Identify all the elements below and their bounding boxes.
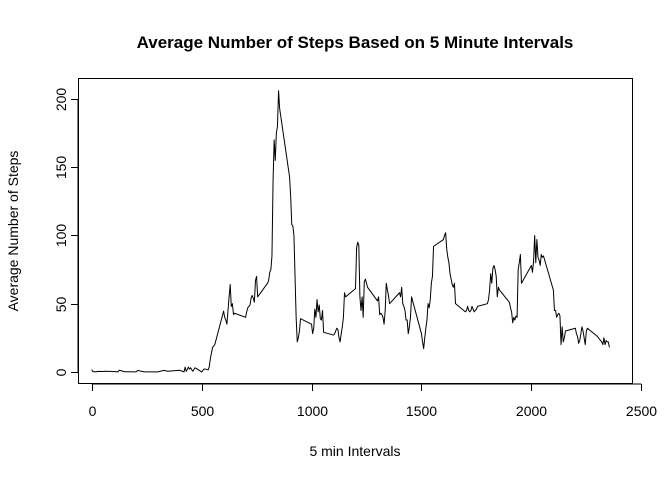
y-tick-label: 150 (53, 156, 69, 180)
y-axis: 0 50 100 150 200 (53, 88, 78, 377)
x-tick-label: 1500 (406, 403, 437, 419)
x-tick-label: 2000 (516, 403, 547, 419)
y-tick-label: 200 (53, 88, 69, 112)
series-line-average-steps (92, 91, 610, 372)
x-tick-label: 1000 (297, 403, 328, 419)
y-tick-label: 0 (53, 368, 69, 376)
x-axis: 0 500 1000 1500 2000 2500 (89, 384, 658, 419)
plot-frame (79, 79, 633, 384)
chart-title: Average Number of Steps Based on 5 Minut… (137, 33, 574, 52)
x-tick-label: 500 (191, 403, 215, 419)
x-axis-label: 5 min Intervals (309, 443, 400, 459)
x-tick-label: 0 (89, 403, 97, 419)
y-tick-label: 50 (53, 297, 69, 313)
y-tick-label: 100 (53, 224, 69, 248)
y-axis-label: Average Number of Steps (5, 151, 21, 312)
x-tick-label: 2500 (626, 403, 657, 419)
